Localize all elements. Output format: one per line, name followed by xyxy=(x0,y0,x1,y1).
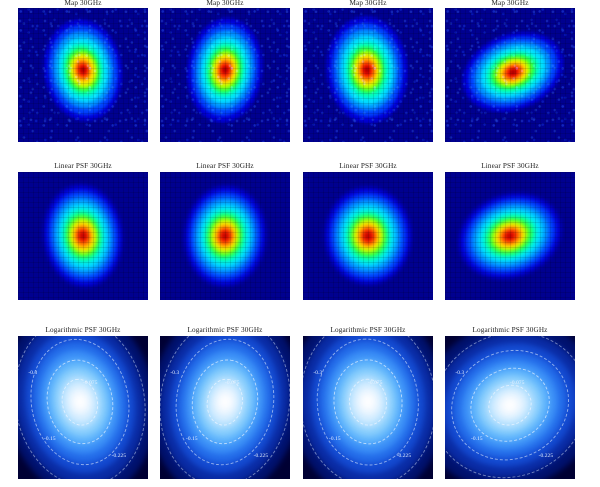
panel-title: Map 30GHz xyxy=(64,0,102,7)
panel-image xyxy=(303,8,433,142)
panel-image xyxy=(160,172,290,300)
beam-blob xyxy=(18,8,148,142)
panel-linear-psf-r2c3[interactable] xyxy=(303,172,433,300)
panel-map-r1c3[interactable] xyxy=(303,8,433,142)
log-beam-blob xyxy=(445,336,575,479)
panel-title: Map 30GHz xyxy=(491,0,529,7)
beam-blob xyxy=(445,172,575,300)
log-beam-blob xyxy=(160,336,290,479)
panel-image xyxy=(18,172,148,300)
panel-title: Linear PSF 30GHz xyxy=(196,162,254,170)
panel-image xyxy=(160,8,290,142)
panel-image: -0.075 -0.15 -0.225 -0.3 xyxy=(18,336,148,479)
panel-map-r1c4[interactable] xyxy=(445,8,575,142)
log-beam-blob xyxy=(18,336,148,479)
panel-map-r1c2[interactable] xyxy=(160,8,290,142)
panel-log-psf-r3c2[interactable]: -0.075 -0.15 -0.225 -0.3 xyxy=(160,336,290,479)
panel-log-psf-r3c1[interactable]: -0.075 -0.15 -0.225 -0.3 xyxy=(18,336,148,479)
panel-title: Logarithmic PSF 30GHz xyxy=(45,326,121,334)
beam-blob xyxy=(445,8,575,142)
panel-log-psf-r3c4[interactable]: -0.075 -0.15 -0.225 -0.3 xyxy=(445,336,575,479)
panel-image xyxy=(303,172,433,300)
panel-linear-psf-r2c4[interactable] xyxy=(445,172,575,300)
panel-image: -0.075 -0.15 -0.225 -0.3 xyxy=(303,336,433,479)
panel-title: Map 30GHz xyxy=(349,0,387,7)
beam-blob xyxy=(303,172,433,300)
beam-blob xyxy=(18,172,148,300)
panel-title: Linear PSF 30GHz xyxy=(339,162,397,170)
panel-title: Logarithmic PSF 30GHz xyxy=(187,326,263,334)
panel-log-psf-r3c3[interactable]: -0.075 -0.15 -0.225 -0.3 xyxy=(303,336,433,479)
beam-blob xyxy=(160,172,290,300)
panel-map-r1c1[interactable] xyxy=(18,8,148,142)
panel-linear-psf-r2c2[interactable] xyxy=(160,172,290,300)
panel-title: Map 30GHz xyxy=(206,0,244,7)
panel-image xyxy=(445,172,575,300)
panel-linear-psf-r2c1[interactable] xyxy=(18,172,148,300)
panel-title: Logarithmic PSF 30GHz xyxy=(330,326,406,334)
beam-blob xyxy=(303,8,433,142)
beam-blob xyxy=(160,8,290,142)
panel-image xyxy=(18,8,148,142)
panel-image: -0.075 -0.15 -0.225 -0.3 xyxy=(160,336,290,479)
panel-image xyxy=(445,8,575,142)
log-beam-blob xyxy=(303,336,433,479)
panel-image: -0.075 -0.15 -0.225 -0.3 xyxy=(445,336,575,479)
panel-title: Logarithmic PSF 30GHz xyxy=(472,326,548,334)
panel-title: Linear PSF 30GHz xyxy=(54,162,112,170)
panel-title: Linear PSF 30GHz xyxy=(481,162,539,170)
